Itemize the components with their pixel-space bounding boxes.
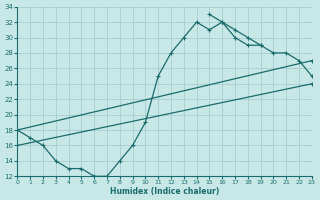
X-axis label: Humidex (Indice chaleur): Humidex (Indice chaleur)	[110, 187, 219, 196]
